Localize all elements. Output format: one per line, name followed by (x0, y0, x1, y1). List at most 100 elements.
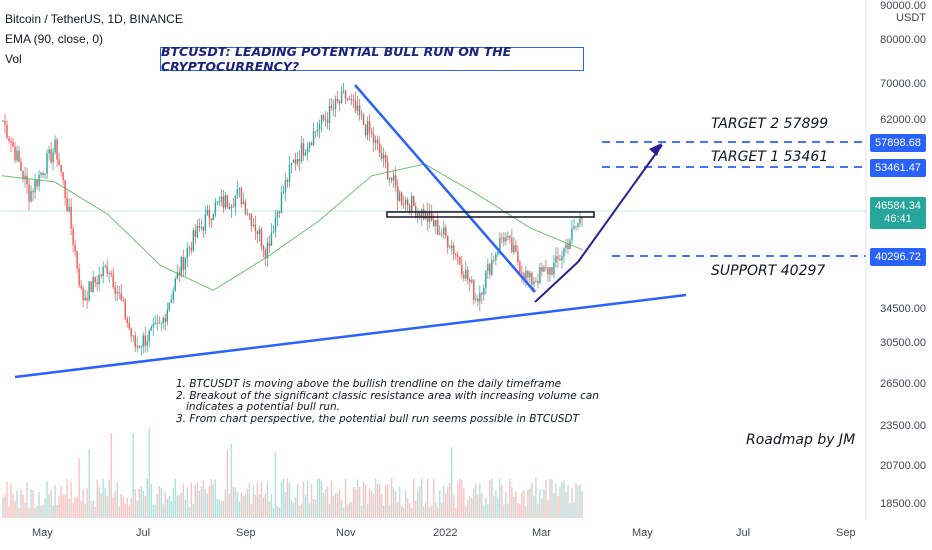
y-tick: 80000.00 (880, 34, 926, 46)
candle-body (348, 98, 351, 100)
support-label: SUPPORT 40297 (711, 263, 826, 279)
candle-body (108, 273, 110, 275)
volume-bar (52, 504, 54, 518)
candle-body (46, 153, 48, 174)
target2-label: TARGET 2 57899 (711, 116, 829, 132)
volume-bar (421, 478, 423, 518)
volume-bar (445, 493, 447, 518)
volume-bar (230, 443, 233, 518)
volume-bar (188, 507, 191, 518)
volume-bar (8, 506, 10, 518)
candle-body (282, 191, 285, 193)
candle-body (521, 272, 523, 274)
volume-bar (54, 484, 56, 518)
candle-body (170, 299, 172, 303)
volume-bar (78, 457, 80, 518)
arrow-head (649, 143, 662, 156)
volume-bar (503, 504, 505, 518)
volume-bar (214, 479, 217, 518)
volume-bar (248, 483, 251, 518)
candle-body (374, 140, 377, 143)
candle-body (346, 98, 349, 100)
candle-body (409, 205, 411, 213)
volume-bar (533, 495, 535, 518)
y-currency-label[interactable]: USDT (896, 12, 926, 24)
y-tick: 70000.00 (880, 78, 926, 90)
volume-bar (455, 507, 457, 518)
volume-bar (477, 494, 479, 518)
volume-bar (419, 486, 421, 518)
candle-body (66, 198, 68, 212)
volume-bar (184, 499, 187, 518)
volume-bar (142, 490, 144, 518)
volume-bar (433, 478, 435, 518)
candle-body (100, 274, 102, 277)
volume-bar (471, 498, 473, 518)
volume-bar (366, 504, 369, 518)
candle-body (525, 271, 527, 279)
candle-body (507, 235, 509, 238)
volume-bar (2, 496, 4, 518)
volume-bar (20, 489, 22, 518)
candle-body (20, 161, 22, 171)
candle-body (30, 191, 32, 202)
volume-bar (160, 487, 162, 518)
volume-bar (443, 486, 445, 518)
volume-bar (380, 494, 383, 518)
volume-bar (314, 499, 317, 518)
candle-body (537, 281, 539, 284)
candle-body (92, 277, 94, 292)
candle-body (246, 213, 249, 215)
candle-body (228, 206, 231, 209)
volume-bar (226, 449, 229, 518)
candle-body (404, 199, 407, 205)
note-line: 1. BTCUSDT is moving above the bullish t… (176, 378, 562, 390)
volume-bar (138, 488, 140, 518)
volume-bar (4, 494, 6, 518)
ema-legend[interactable]: EMA (90, close, 0) (5, 32, 104, 46)
candle-body (142, 335, 144, 347)
volume-bar (132, 432, 134, 518)
volume-bar (172, 488, 174, 518)
candle-body (226, 195, 229, 207)
candle-body (32, 191, 34, 193)
candle-body (366, 121, 369, 136)
candle-body (549, 267, 551, 275)
candle-body (218, 201, 221, 203)
candle-body (547, 267, 549, 275)
candle-body (132, 335, 134, 337)
y-tick: 26500.00 (880, 378, 926, 390)
candle-body (140, 346, 142, 348)
volume-bar (256, 481, 259, 518)
candle-body (509, 235, 511, 239)
volume-bar (238, 501, 241, 518)
candle-body (150, 327, 152, 331)
volume-bar (30, 489, 32, 518)
idea-title: BTCUSDT: LEADING POTENTIAL BULL RUN ON T… (160, 44, 584, 74)
volume-bar (40, 505, 42, 518)
volume-bar (409, 503, 411, 518)
candle-body (12, 142, 14, 147)
candle-body (200, 226, 203, 228)
volume-bar (513, 496, 515, 518)
volume-legend[interactable]: Vol (5, 52, 22, 66)
candle-body (16, 150, 18, 161)
volume-bar (236, 492, 239, 518)
candle-body (240, 188, 243, 205)
volume-bar (68, 498, 70, 518)
candle-body (324, 119, 327, 121)
resistance-box (386, 211, 595, 218)
candle-body (86, 297, 88, 301)
candle-body (70, 206, 72, 229)
y-tick: 90000.00 (880, 0, 926, 12)
candle-body (545, 267, 547, 268)
candle-body (356, 105, 359, 111)
volume-bar (36, 506, 38, 518)
candle-body (276, 211, 279, 218)
candle-body (242, 201, 245, 205)
volume-bar (577, 485, 579, 518)
volume-bar (12, 494, 14, 518)
volume-bar (182, 484, 185, 518)
